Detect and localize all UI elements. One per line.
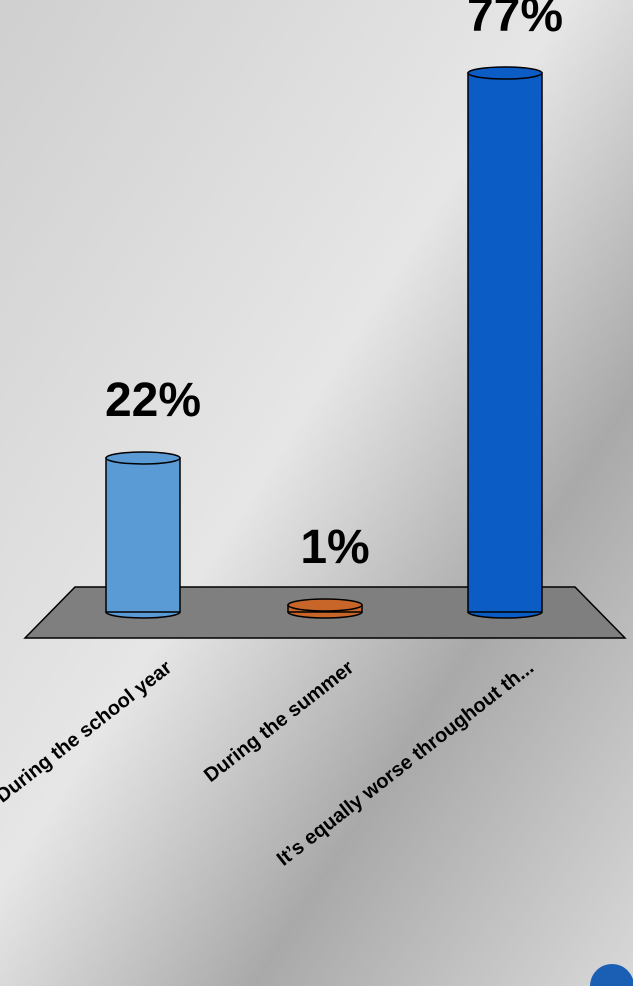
bar-cap xyxy=(287,598,363,612)
bar-cap xyxy=(467,66,543,80)
bar xyxy=(467,72,543,613)
value-label: 1% xyxy=(300,521,369,574)
badge xyxy=(590,964,633,986)
value-label: 77% xyxy=(467,0,563,42)
value-label: 22% xyxy=(105,374,201,427)
bar xyxy=(105,457,181,613)
bar-cap xyxy=(105,451,181,465)
